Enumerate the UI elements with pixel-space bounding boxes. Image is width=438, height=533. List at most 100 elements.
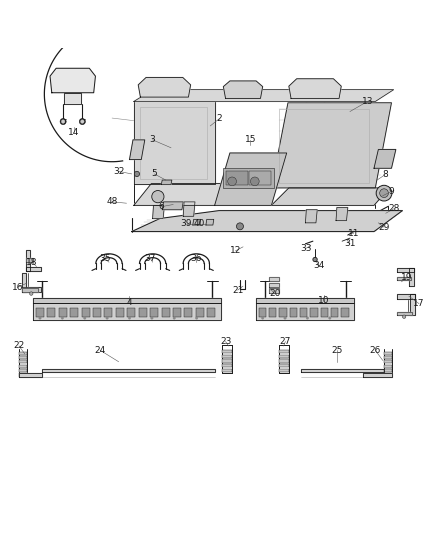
Bar <box>19 374 27 376</box>
Text: 21: 21 <box>232 286 244 295</box>
Polygon shape <box>269 288 279 293</box>
Text: 27: 27 <box>280 337 291 346</box>
Bar <box>321 308 328 317</box>
Text: 48: 48 <box>106 197 118 206</box>
Polygon shape <box>21 287 41 292</box>
Polygon shape <box>410 268 414 286</box>
Bar <box>19 365 27 368</box>
Text: 22: 22 <box>14 342 25 351</box>
Bar <box>19 369 27 372</box>
Text: 40: 40 <box>194 219 205 228</box>
Text: 11: 11 <box>348 229 359 238</box>
Circle shape <box>29 292 33 295</box>
Bar <box>70 308 78 317</box>
Bar <box>279 354 289 358</box>
Polygon shape <box>134 101 215 183</box>
Text: 28: 28 <box>388 204 399 213</box>
Circle shape <box>60 118 66 125</box>
Bar <box>259 308 266 317</box>
Text: 15: 15 <box>245 135 256 144</box>
Text: 12: 12 <box>230 246 241 255</box>
Bar <box>139 308 147 317</box>
Text: 13: 13 <box>362 97 373 106</box>
Polygon shape <box>410 294 415 316</box>
Polygon shape <box>301 369 384 372</box>
Bar <box>341 308 349 317</box>
Bar <box>173 308 181 317</box>
Text: 35: 35 <box>99 254 110 263</box>
Bar <box>331 308 338 317</box>
Polygon shape <box>134 183 232 205</box>
Bar <box>384 369 392 372</box>
Bar <box>279 359 289 362</box>
Bar <box>223 350 232 353</box>
Bar <box>223 359 232 362</box>
Circle shape <box>128 317 131 319</box>
Bar <box>226 171 248 185</box>
Text: 17: 17 <box>413 299 425 308</box>
Circle shape <box>261 317 264 319</box>
Circle shape <box>81 120 84 123</box>
Polygon shape <box>397 294 415 299</box>
Polygon shape <box>33 303 221 320</box>
Text: 29: 29 <box>378 223 390 232</box>
Bar <box>269 308 276 317</box>
Circle shape <box>251 177 259 185</box>
Bar <box>81 308 90 317</box>
Text: 6: 6 <box>159 202 164 211</box>
Polygon shape <box>397 277 411 280</box>
Text: 31: 31 <box>344 239 356 248</box>
Circle shape <box>61 317 64 319</box>
Polygon shape <box>138 77 191 97</box>
Bar <box>300 308 307 317</box>
Polygon shape <box>374 149 396 168</box>
Text: 36: 36 <box>191 254 202 263</box>
Polygon shape <box>397 312 412 316</box>
Polygon shape <box>26 250 30 271</box>
Polygon shape <box>272 103 392 188</box>
Circle shape <box>195 317 198 319</box>
Bar <box>19 352 27 354</box>
Bar <box>384 356 392 359</box>
Polygon shape <box>289 79 341 99</box>
Polygon shape <box>64 93 81 103</box>
Polygon shape <box>26 258 33 262</box>
Polygon shape <box>42 369 215 372</box>
Polygon shape <box>33 298 221 303</box>
Bar <box>105 308 113 317</box>
Bar <box>384 360 392 364</box>
Bar <box>384 352 392 354</box>
Polygon shape <box>26 266 41 271</box>
Polygon shape <box>305 210 317 223</box>
Text: 19: 19 <box>401 273 413 282</box>
Bar <box>279 364 289 367</box>
Circle shape <box>152 190 164 203</box>
Polygon shape <box>21 288 38 292</box>
Bar <box>47 308 56 317</box>
Bar <box>59 308 67 317</box>
Bar <box>150 308 158 317</box>
Bar <box>384 374 392 376</box>
Text: 32: 32 <box>113 167 124 176</box>
Text: 4: 4 <box>127 298 132 307</box>
Circle shape <box>134 171 140 176</box>
Text: 5: 5 <box>152 169 157 179</box>
Polygon shape <box>256 298 354 303</box>
Circle shape <box>328 317 331 319</box>
Polygon shape <box>161 180 172 184</box>
Circle shape <box>306 317 309 319</box>
Bar <box>127 308 135 317</box>
Text: 33: 33 <box>300 244 312 253</box>
Text: 34: 34 <box>314 261 325 270</box>
Polygon shape <box>269 282 279 287</box>
Bar <box>116 308 124 317</box>
Circle shape <box>228 177 237 185</box>
Bar <box>279 369 289 372</box>
Bar <box>384 365 392 368</box>
Text: 16: 16 <box>11 283 23 292</box>
Polygon shape <box>132 211 403 231</box>
Text: 37: 37 <box>145 254 156 263</box>
Bar <box>36 308 44 317</box>
Circle shape <box>376 185 392 201</box>
Circle shape <box>173 317 176 319</box>
